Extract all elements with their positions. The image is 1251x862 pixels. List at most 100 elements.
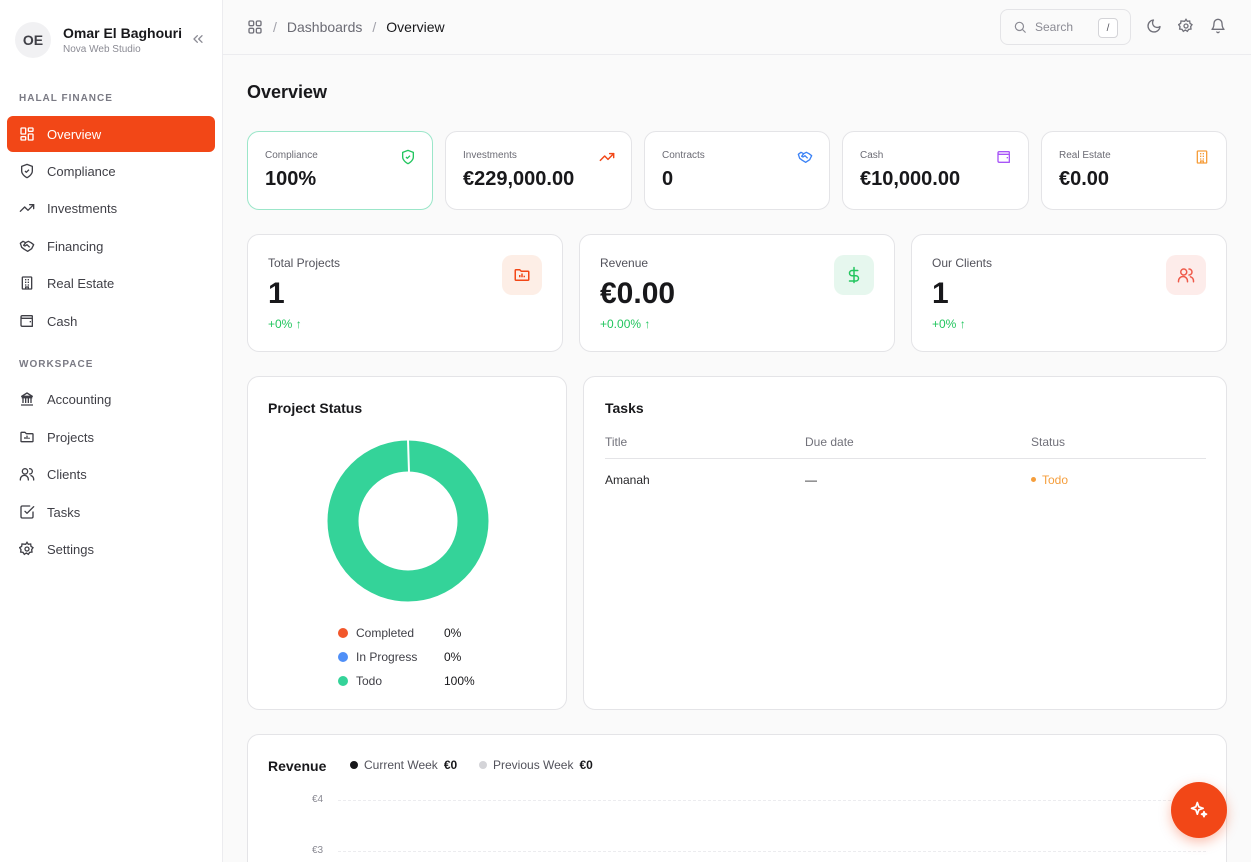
handshake-icon (797, 149, 813, 165)
stat-card-real-estate[interactable]: Real Estate €0.00 (1041, 131, 1227, 210)
status-badge: Todo (1031, 473, 1068, 487)
sidebar-item-compliance[interactable]: Compliance (7, 153, 215, 189)
stat-delta: +0% ↑ (932, 317, 966, 331)
dashboard-grid-icon[interactable] (247, 19, 263, 35)
stat-card-contracts[interactable]: Contracts 0 (644, 131, 830, 210)
legend-item-todo: Todo 100% (338, 674, 475, 688)
column-header-status[interactable]: Status (1031, 435, 1066, 449)
sidebar-item-label: Cash (47, 313, 78, 329)
sidebar-item-cash[interactable]: Cash (7, 303, 215, 339)
legend-pct: 0% (444, 650, 462, 664)
stat-label: Revenue (600, 256, 649, 270)
legend-pct: 100% (444, 674, 475, 688)
shield-check-icon (400, 149, 416, 165)
sidebar: OE Omar El Baghouri Nova Web Studio HALA… (0, 0, 223, 862)
stat-card-total-projects[interactable]: Total Projects 1 +0% ↑ (247, 234, 563, 352)
column-header-due-date[interactable]: Due date (805, 435, 854, 449)
stat-label: Our Clients (932, 256, 993, 270)
user-org: Nova Web Studio (63, 44, 141, 55)
shield-icon (19, 163, 35, 179)
sidebar-item-overview[interactable]: Overview (7, 116, 215, 152)
task-due-date: — (805, 473, 817, 487)
sidebar-item-label: Clients (47, 466, 87, 482)
bank-icon (19, 391, 35, 407)
stat-label: Total Projects (268, 256, 341, 270)
tasks-card: Tasks Title Due date Status Amanah — Tod… (583, 376, 1227, 710)
legend-name: Todo (356, 674, 383, 688)
sidebar-item-accounting[interactable]: Accounting (7, 381, 215, 417)
stat-value: €0.00 (600, 277, 676, 310)
legend-pct: 0% (444, 626, 462, 640)
search-input[interactable]: Search / (1000, 9, 1131, 45)
project-status-donut (327, 440, 489, 602)
stat-value: €229,000.00 (463, 168, 575, 190)
task-title: Amanah (605, 473, 650, 487)
page-title: Overview (247, 82, 328, 102)
legend-dot (479, 761, 487, 769)
column-header-title[interactable]: Title (605, 435, 628, 449)
sparkles-icon (1190, 801, 1208, 818)
breadcrumb-parent[interactable]: Dashboards (286, 19, 363, 35)
sidebar-item-real-estate[interactable]: Real Estate (7, 265, 215, 301)
sidebar-item-clients[interactable]: Clients (7, 456, 215, 492)
gridline (338, 851, 1206, 852)
legend-name: Completed (356, 626, 415, 640)
stat-delta: +0.00% ↑ (600, 317, 651, 331)
sidebar-item-label: Financing (47, 238, 104, 254)
users-icon (19, 466, 35, 482)
stat-card-cash[interactable]: Cash €10,000.00 (842, 131, 1029, 210)
user-profile[interactable]: OE Omar El Baghouri Nova Web Studio (15, 22, 182, 58)
stat-label: Real Estate (1059, 150, 1111, 161)
ai-assistant-button[interactable] (1171, 782, 1227, 838)
stat-delta: +0% ↑ (268, 317, 302, 331)
sidebar-item-label: Projects (47, 429, 94, 445)
legend-label: Current Week (364, 758, 438, 772)
y-tick-label: €3 (312, 845, 324, 856)
stat-value: €0.00 (1059, 168, 1110, 190)
breadcrumb-separator: / (273, 19, 277, 35)
sidebar-item-financing[interactable]: Financing (7, 228, 215, 264)
stat-label: Compliance (265, 150, 318, 161)
card-title: Revenue (268, 758, 327, 774)
folder-icon (502, 255, 542, 295)
grid-icon (19, 126, 35, 142)
stat-card-revenue[interactable]: Revenue €0.00 +0.00% ↑ (579, 234, 895, 352)
wallet-icon (19, 313, 35, 329)
sidebar-item-projects[interactable]: Projects (7, 419, 215, 455)
section-label-workspace: WORKSPACE (19, 359, 94, 370)
table-header: Title Due date Status (605, 435, 1206, 459)
sidebar-item-settings[interactable]: Settings (7, 531, 215, 567)
sidebar-item-label: Overview (47, 126, 102, 142)
sidebar-item-label: Investments (47, 200, 118, 216)
sidebar-item-label: Settings (47, 541, 94, 557)
stat-label: Investments (463, 150, 517, 161)
building-icon (19, 275, 35, 291)
stat-label: Contracts (662, 150, 705, 161)
stat-value: 1 (932, 277, 949, 310)
legend-label: Previous Week (493, 758, 574, 772)
avatar: OE (15, 22, 51, 58)
sidebar-item-investments[interactable]: Investments (7, 190, 215, 226)
stat-card-compliance[interactable]: Compliance 100% (247, 131, 433, 210)
user-name: Omar El Baghouri (63, 25, 183, 41)
search-placeholder: Search (1035, 20, 1074, 34)
stat-card-investments[interactable]: Investments €229,000.00 (445, 131, 632, 210)
gear-icon[interactable] (1177, 18, 1194, 34)
building-icon (1194, 149, 1210, 165)
stat-value: 100% (265, 168, 317, 190)
table-row[interactable]: Amanah — Todo (605, 473, 1206, 493)
dollar-icon (834, 255, 874, 295)
stat-card-our-clients[interactable]: Our Clients 1 +0% ↑ (911, 234, 1227, 352)
sidebar-item-tasks[interactable]: Tasks (7, 494, 215, 530)
sidebar-item-label: Real Estate (47, 275, 115, 291)
arrow-up-icon: ↑ (295, 317, 302, 331)
bell-icon[interactable] (1210, 18, 1226, 34)
check-square-icon (19, 504, 35, 520)
gear-icon (19, 541, 35, 557)
topbar: / Dashboards / Overview Search / (223, 0, 1251, 55)
users-icon (1166, 255, 1206, 295)
breadcrumb: / Dashboards / Overview (247, 19, 445, 35)
moon-icon[interactable] (1146, 18, 1162, 34)
arrow-up-icon: ↑ (959, 317, 966, 331)
collapse-sidebar-icon[interactable] (190, 31, 206, 47)
